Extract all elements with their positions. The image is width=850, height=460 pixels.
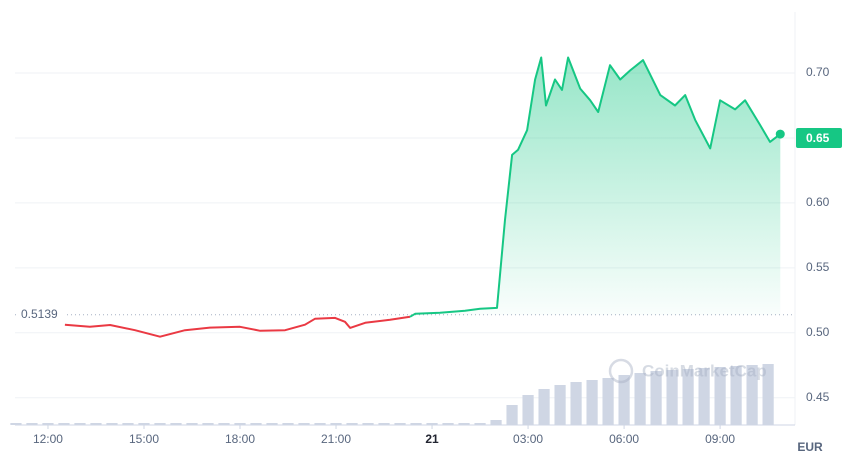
volume-bar <box>442 423 454 425</box>
volume-bar <box>330 423 342 425</box>
price-tag <box>796 127 842 148</box>
volume-bar <box>138 423 150 425</box>
x-tick-label: 03:00 <box>513 432 543 446</box>
volume-bar <box>634 373 646 425</box>
price-line <box>409 56 781 318</box>
volume-bar <box>266 423 278 425</box>
volume-bar <box>298 423 310 425</box>
watermark-text: CoinMarketCap <box>642 361 767 380</box>
volume-bar <box>554 385 566 425</box>
volume-bar <box>490 420 502 425</box>
volume-bar <box>42 423 54 425</box>
area <box>410 57 781 317</box>
volume-bar <box>458 423 470 425</box>
y-tick-label: 0.70 <box>806 65 830 79</box>
logo <box>608 358 634 384</box>
volume-bar <box>378 423 390 425</box>
volume-bar <box>346 423 358 425</box>
x-tick-label: 12:00 <box>33 432 63 446</box>
volume-bar <box>666 370 678 425</box>
y-tick-label: 0.60 <box>806 195 830 209</box>
volume-bar <box>586 380 598 425</box>
price-line <box>64 315 411 338</box>
volume-bar <box>234 423 246 425</box>
volume-bar <box>506 405 518 425</box>
price-tag-label: 0.65 <box>806 131 830 145</box>
volume-bar <box>90 423 102 425</box>
volume-bar <box>10 423 22 425</box>
volume-bar <box>538 389 550 425</box>
volume-bar <box>698 368 710 425</box>
volume-bar <box>250 423 262 425</box>
x-tick-label: 09:00 <box>705 432 735 446</box>
volume-bar <box>74 423 86 425</box>
volume-bar <box>106 423 118 425</box>
volume-bar <box>714 367 726 425</box>
volume-bar <box>58 423 70 425</box>
volume-bar <box>618 375 630 425</box>
volume-bar <box>682 369 694 425</box>
volume-bar <box>570 382 582 425</box>
volume-bar <box>746 365 758 425</box>
volume-bar <box>522 395 534 425</box>
volume-bar <box>314 423 326 425</box>
x-tick-label: 15:00 <box>129 432 159 446</box>
baseline-label-bg <box>17 306 65 323</box>
volume-bar <box>170 423 182 425</box>
volume-bar <box>154 423 166 425</box>
x-tick-label: 21:00 <box>321 432 351 446</box>
x-tick-label: 06:00 <box>609 432 639 446</box>
volume-bar <box>122 423 134 425</box>
volume-bar <box>762 364 774 425</box>
volume-bar <box>474 423 486 425</box>
volume-bar <box>362 423 374 425</box>
x-tick-label: 18:00 <box>225 432 255 446</box>
watermark: CoinMarketCap <box>608 358 767 384</box>
volume-bar <box>410 423 422 425</box>
volume-bar <box>202 423 214 425</box>
volume-bar <box>394 423 406 425</box>
y-unit: EUR <box>797 440 823 454</box>
y-tick-label: 0.45 <box>806 390 830 404</box>
x-tick-label: 21 <box>425 432 439 446</box>
volume-bar <box>282 423 294 425</box>
volume <box>10 364 774 425</box>
y-tick-label: 0.50 <box>806 325 830 339</box>
volume-bar <box>26 423 38 425</box>
volume-bar <box>602 378 614 425</box>
plot: 0.5139 <box>15 56 795 338</box>
volume-bar <box>426 423 438 425</box>
volume-bar <box>218 423 230 425</box>
baseline-label: 0.5139 <box>21 307 58 321</box>
y-tick-label: 0.55 <box>806 260 830 274</box>
volume-bar <box>730 366 742 425</box>
volume-bar <box>650 371 662 425</box>
last-point <box>775 129 785 139</box>
volume-bar <box>186 423 198 425</box>
